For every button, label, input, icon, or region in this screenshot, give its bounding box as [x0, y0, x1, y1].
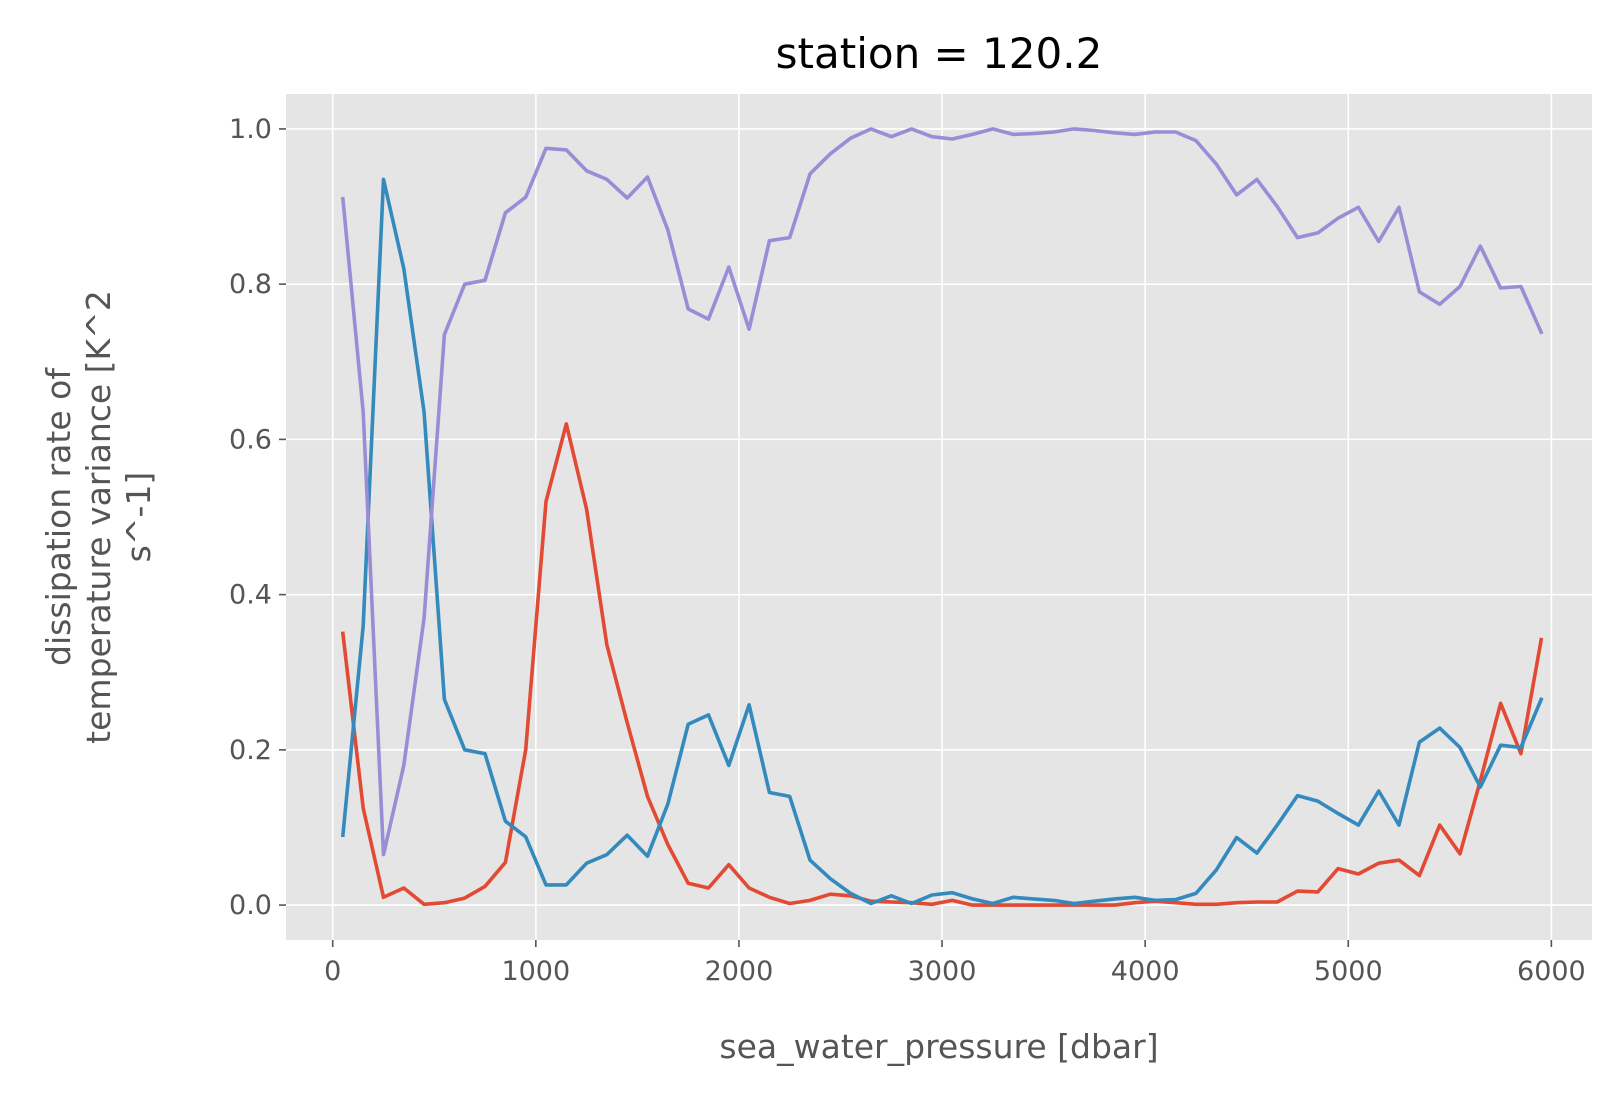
chart-title: station = 120.2	[776, 29, 1103, 78]
y-axis-ticks: 0.0 0.2 0.4 0.6 0.8 1.0	[229, 114, 286, 921]
x-tick-label: 5000	[1314, 956, 1383, 987]
x-tick-label: 2000	[705, 956, 774, 987]
series-line-3	[340, 127, 1544, 857]
x-tick-label: 3000	[908, 956, 977, 987]
y-tick-label: 0.8	[229, 269, 272, 300]
x-axis-ticks: 0 1000 2000 3000 4000 5000 6000	[324, 940, 1586, 987]
x-tick-label: 4000	[1111, 956, 1180, 987]
y-axis-label: dissipation rate of temperature variance…	[39, 290, 158, 744]
series-lines	[340, 127, 1544, 907]
plot-background	[286, 94, 1592, 940]
y-tick-label: 0.6	[229, 424, 272, 455]
y-tick-label: 0.4	[229, 580, 272, 611]
y-axis-label-line-1: dissipation rate of	[39, 367, 78, 666]
y-axis-label-line-3: s^-1]	[119, 472, 158, 563]
series-line-2	[340, 177, 1544, 906]
y-tick-label: 0.2	[229, 735, 272, 766]
x-axis-label: sea_water_pressure [dbar]	[719, 1027, 1158, 1066]
x-tick-label: 6000	[1517, 956, 1586, 987]
y-tick-label: 0.0	[229, 890, 272, 921]
series-line-1	[340, 422, 1544, 907]
x-tick-label: 1000	[501, 956, 570, 987]
grid	[286, 94, 1592, 940]
x-tick-label: 0	[324, 956, 341, 987]
y-axis-label-line-2: temperature variance [K^2	[79, 290, 118, 744]
y-tick-label: 1.0	[229, 114, 272, 145]
